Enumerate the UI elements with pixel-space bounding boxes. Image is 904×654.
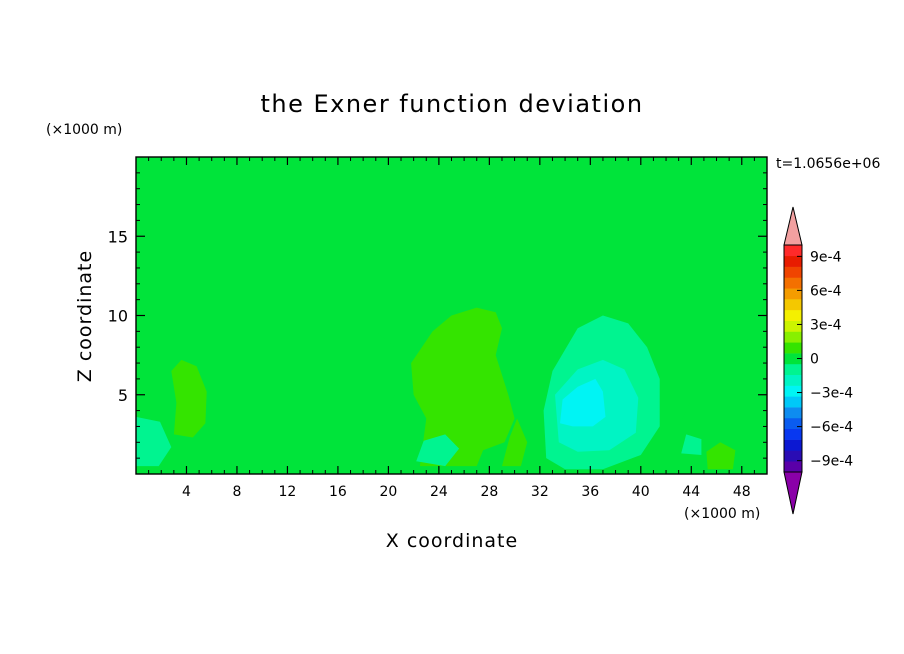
colorbar-tick-label: −9e-4 xyxy=(810,454,853,470)
x-tick-label: 36 xyxy=(581,484,599,500)
x-tick-label: 32 xyxy=(531,484,549,500)
x-tick-label: 12 xyxy=(279,484,297,500)
x-tick-label: 24 xyxy=(430,484,448,500)
colorbar-swatch xyxy=(784,428,802,440)
x-tick-label: 28 xyxy=(480,484,498,500)
colorbar-swatch xyxy=(784,396,802,408)
colorbar-swatch xyxy=(784,255,802,267)
contour-region-4 xyxy=(411,307,515,467)
colorbar-swatch xyxy=(784,450,802,462)
colorbar-swatch xyxy=(784,374,802,386)
x-tick-label: 40 xyxy=(632,484,650,500)
contour-region-5 xyxy=(171,359,207,438)
plot-area xyxy=(136,157,767,474)
chart-title: the Exner function deviation xyxy=(260,90,643,118)
contour-region-6 xyxy=(502,418,528,467)
colorbar-tick-label: 0 xyxy=(810,352,819,368)
colorbar-tick-label: 6e-4 xyxy=(810,283,842,299)
y-tick-label: 5 xyxy=(118,386,128,405)
contour-region-10 xyxy=(416,434,460,467)
colorbar-swatch xyxy=(784,439,802,451)
colorbar-swatch xyxy=(784,331,802,343)
colorbar-swatch xyxy=(784,320,802,332)
colorbar-swatch xyxy=(784,461,802,473)
y-unit-label: (×1000 m) xyxy=(46,122,122,138)
colorbar: 9e-4 6e-4 3e-4 0 −3e-4 −6e-4 −9e-4 xyxy=(783,206,853,515)
colorbar-swatch xyxy=(784,353,802,365)
colorbar-swatch xyxy=(784,288,802,300)
colorbar-tick-label: −6e-4 xyxy=(810,420,853,436)
colorbar-swatch xyxy=(784,363,802,376)
colorbar-swatch xyxy=(784,299,802,311)
colorbar-swatch xyxy=(784,277,802,289)
x-tick-label: 8 xyxy=(232,484,241,500)
colorbar-max-arrow xyxy=(783,206,803,246)
colorbar-tick-label: 9e-4 xyxy=(810,249,842,265)
colorbar-swatch xyxy=(784,342,802,354)
colorbar-swatch xyxy=(784,266,802,278)
x-tick-label: 4 xyxy=(182,484,191,500)
x-unit-label: (×1000 m) xyxy=(684,506,760,522)
x-axis-label: X coordinate xyxy=(386,530,518,552)
x-tick-label: 48 xyxy=(733,484,751,500)
y-axis-label: Z coordinate xyxy=(74,250,96,382)
contour-region-13 xyxy=(560,378,606,427)
x-tick-label: 20 xyxy=(379,484,397,500)
colorbar-swatch xyxy=(784,407,802,419)
colorbar-swatch xyxy=(784,385,802,397)
contour-region-7 xyxy=(706,442,736,470)
time-label: t=1.0656e+06 xyxy=(776,156,880,172)
contour-region-11 xyxy=(681,434,702,455)
colorbar-swatch xyxy=(784,417,802,430)
colorbar-tick-label: −3e-4 xyxy=(810,386,853,402)
colorbar-tick-label: 3e-4 xyxy=(810,317,842,333)
y-tick-label: 15 xyxy=(108,227,128,246)
colorbar-min-arrow xyxy=(783,471,803,515)
x-tick-label: 44 xyxy=(682,484,700,500)
y-tick-label: 10 xyxy=(108,307,128,326)
colorbar-swatch xyxy=(784,309,802,321)
contour-region-9 xyxy=(136,416,172,467)
colorbar-swatch xyxy=(784,245,802,257)
x-tick-label: 16 xyxy=(329,484,347,500)
